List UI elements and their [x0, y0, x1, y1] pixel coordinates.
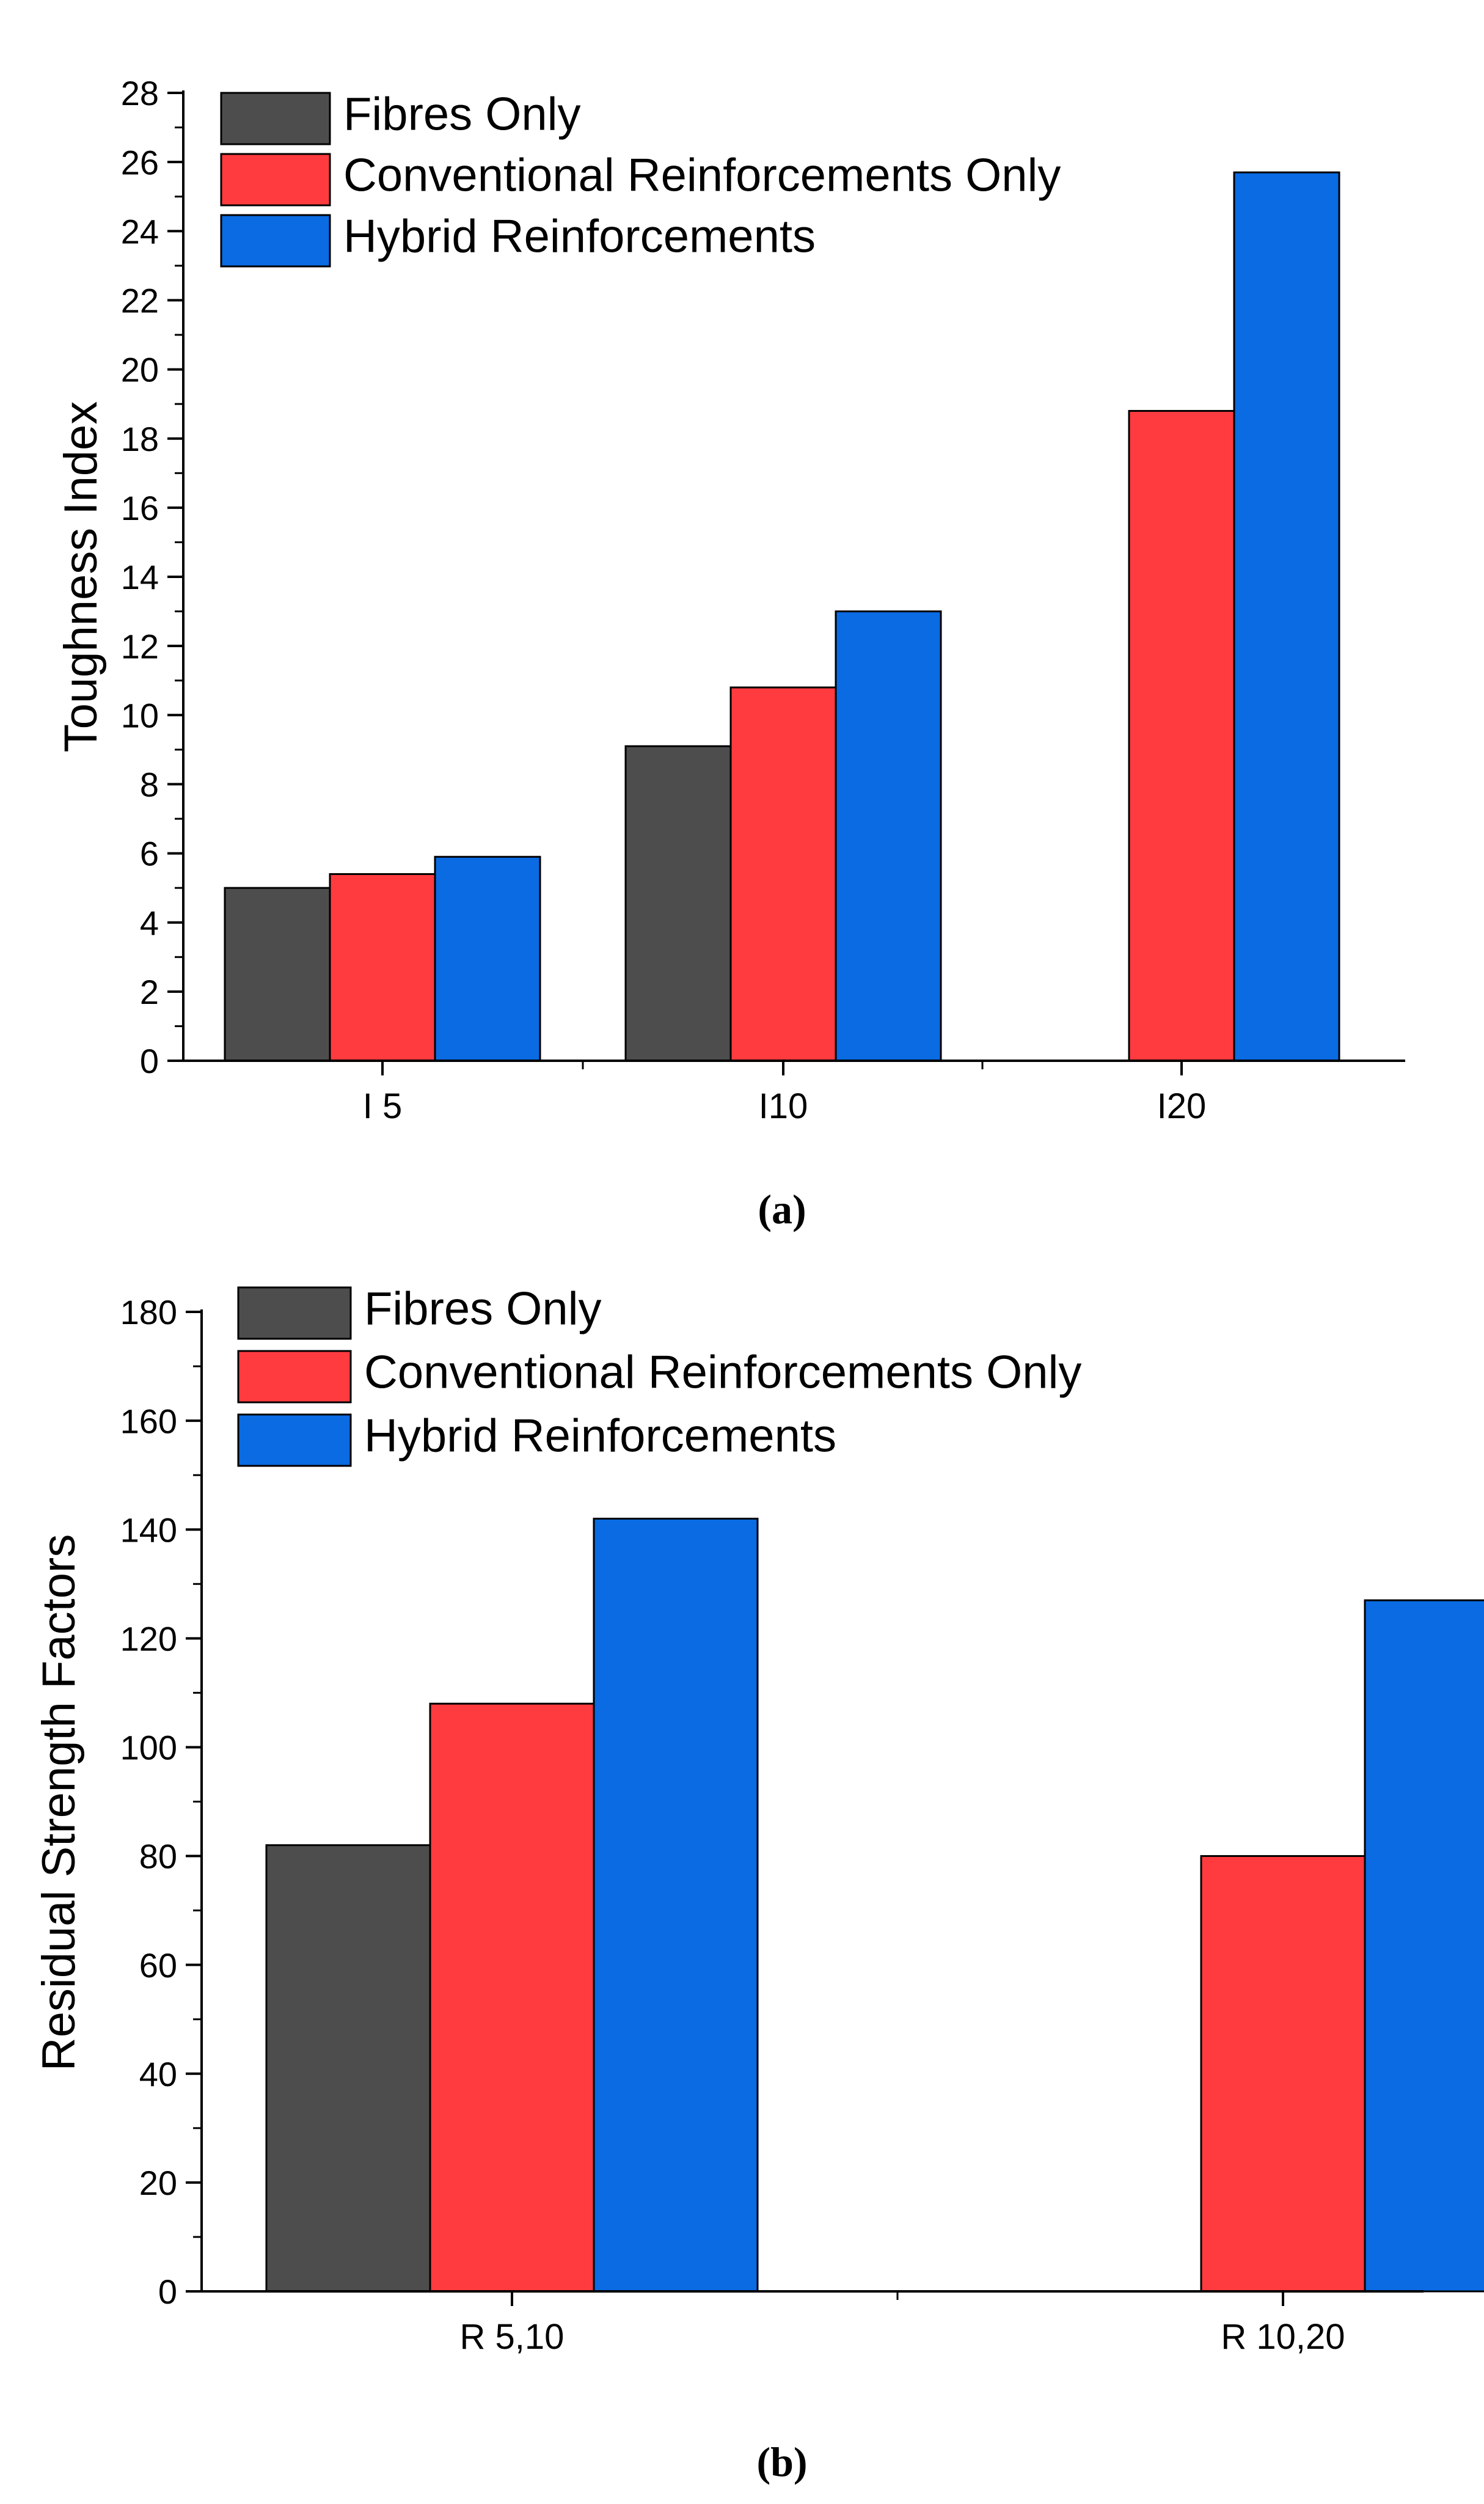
y-tick-label: 140: [120, 1510, 177, 1549]
y-tick-label: 80: [139, 1837, 177, 1876]
y-tick-label: 60: [139, 1946, 177, 1985]
bar-hybrid-1: [434, 855, 541, 1062]
legend-label-conventional: Conventional Reinforcements Only: [364, 1346, 1081, 1398]
bar-hybrid-1: [593, 1517, 759, 2293]
bar-hybrid-3: [1233, 171, 1340, 1062]
legend-swatch-hybrid: [237, 1413, 352, 1467]
x-tick-label: I 5: [363, 1086, 403, 1126]
legend-label-fibres: Fibres Only: [364, 1283, 602, 1334]
y-tick-label: 100: [120, 1729, 177, 1767]
legend-swatch-hybrid: [220, 214, 331, 268]
bar-conventional-2: [729, 686, 837, 1062]
y-tick-label: 8: [140, 766, 159, 804]
y-tick-label: 20: [139, 2164, 177, 2202]
y-tick-label: 24: [121, 212, 159, 251]
bar-conventional-3: [1128, 409, 1235, 1062]
y-tick-label: 28: [121, 74, 159, 112]
chart-b-y-ticks: 0 20 40 60 80 100 120 140 160 180: [120, 1293, 202, 2311]
y-tick-label: 16: [121, 489, 159, 527]
y-tick-label: 4: [140, 904, 159, 942]
bar-hybrid-2: [1364, 1599, 1484, 2293]
y-tick-label: 160: [120, 1402, 177, 1440]
legend-label-conventional: Conventional Reinforcements Only: [343, 149, 1061, 201]
chart-a-bars: [224, 171, 1340, 1062]
x-tick-label: R 5,10: [460, 2317, 565, 2357]
bar-conventional-2: [1200, 1855, 1366, 2293]
legend-label-hybrid: Hybrid Reinforcements: [343, 210, 816, 262]
y-tick-label: 40: [139, 2055, 177, 2093]
y-tick-label: 12: [121, 627, 159, 665]
y-tick-label: 26: [121, 143, 159, 181]
x-tick-label: I10: [759, 1086, 808, 1126]
bar-fibres-1: [224, 887, 331, 1062]
chart-a-y-axis-title: Toughness Index: [55, 401, 107, 753]
y-tick-label: 2: [140, 973, 159, 1011]
y-tick-label: 14: [121, 558, 159, 596]
chart-a-caption: (a): [758, 1186, 806, 1232]
chart-b-legend: Fibres Only Conventional Reinforcements O…: [237, 1283, 1081, 1467]
y-tick-label: 180: [120, 1293, 177, 1331]
y-tick-label: 0: [140, 1042, 159, 1080]
y-tick-label: 0: [158, 2272, 177, 2311]
bar-conventional-1: [329, 873, 436, 1062]
chart-a-x-ticks: I 5 I10 I20: [363, 1061, 1207, 1126]
chart-b-bars: [265, 1517, 1484, 2293]
bar-conventional-1: [429, 1702, 595, 2293]
chart-b-y-axis-title: Residual Strength Factors: [33, 1534, 85, 2071]
x-tick-label: I20: [1157, 1086, 1207, 1126]
legend-swatch-conventional: [237, 1350, 352, 1404]
chart-b-x-ticks: R 5,10 R 10,20: [460, 2291, 1345, 2357]
bar-fibres-2: [624, 745, 732, 1062]
y-tick-label: 120: [120, 1619, 177, 1658]
x-tick-label: R 10,20: [1221, 2317, 1345, 2357]
y-tick-label: 20: [121, 351, 159, 389]
y-tick-label: 6: [140, 835, 159, 873]
legend-swatch-conventional: [220, 153, 331, 207]
legend-swatch-fibres: [237, 1286, 352, 1340]
bar-fibres-1: [265, 1844, 431, 2293]
bar-hybrid-2: [835, 610, 942, 1062]
y-tick-label: 22: [121, 282, 159, 320]
legend-label-fibres: Fibres Only: [343, 88, 581, 140]
y-tick-label: 10: [121, 696, 159, 734]
chart-b-caption: (b): [756, 2439, 807, 2485]
chart-b: 0 20 40 60 80 100 120 140 160 180 R 5,10 R 10,20 F…: [33, 1283, 1484, 2485]
y-tick-label: 18: [121, 420, 159, 458]
legend-swatch-fibres: [220, 92, 331, 145]
legend-label-hybrid: Hybrid Reinforcements: [364, 1410, 836, 1462]
chart-a-legend: Fibres Only Conventional Reinforcements O…: [220, 88, 1061, 268]
